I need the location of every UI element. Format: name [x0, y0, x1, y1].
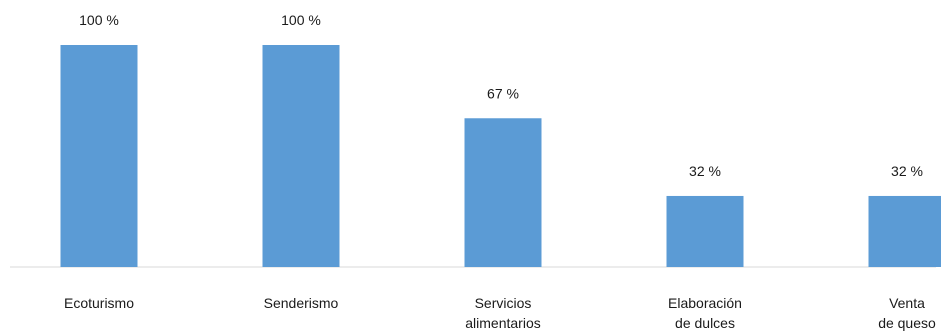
data-label-group: 100 % 100 % 67 % 32 % 32 %: [79, 12, 923, 179]
category-label-line: de queso: [878, 315, 936, 331]
category-label-line: Servicios: [475, 295, 532, 311]
bar-1: [262, 45, 340, 267]
category-label-line: Elaboración: [668, 295, 742, 311]
category-label-line: Senderismo: [264, 295, 339, 311]
bar-4: [868, 195, 941, 267]
data-label-0: 100 %: [79, 12, 119, 28]
category-label-4: Venta de queso: [878, 295, 936, 331]
category-label-group: Ecoturismo Senderismo Servicios alimentario…: [64, 295, 936, 331]
data-label-3: 32 %: [689, 163, 721, 179]
data-label-4: 32 %: [891, 163, 923, 179]
category-label-1: Senderismo: [264, 295, 339, 311]
category-label-line: Ecoturismo: [64, 295, 134, 311]
category-label-3: Elaboración de dulces: [668, 295, 742, 331]
category-label-0: Ecoturismo: [64, 295, 134, 311]
bar-group: [60, 45, 941, 267]
category-label-line: de dulces: [675, 315, 735, 331]
data-label-2: 67 %: [487, 85, 519, 101]
category-label-line: alimentarios: [465, 315, 540, 331]
bar-2: [464, 118, 542, 267]
category-label-2: Servicios alimentarios: [465, 295, 540, 331]
category-label-line: Venta: [889, 295, 925, 311]
bar-3: [666, 195, 744, 267]
data-label-1: 100 %: [281, 12, 321, 28]
bar-0: [60, 45, 138, 267]
